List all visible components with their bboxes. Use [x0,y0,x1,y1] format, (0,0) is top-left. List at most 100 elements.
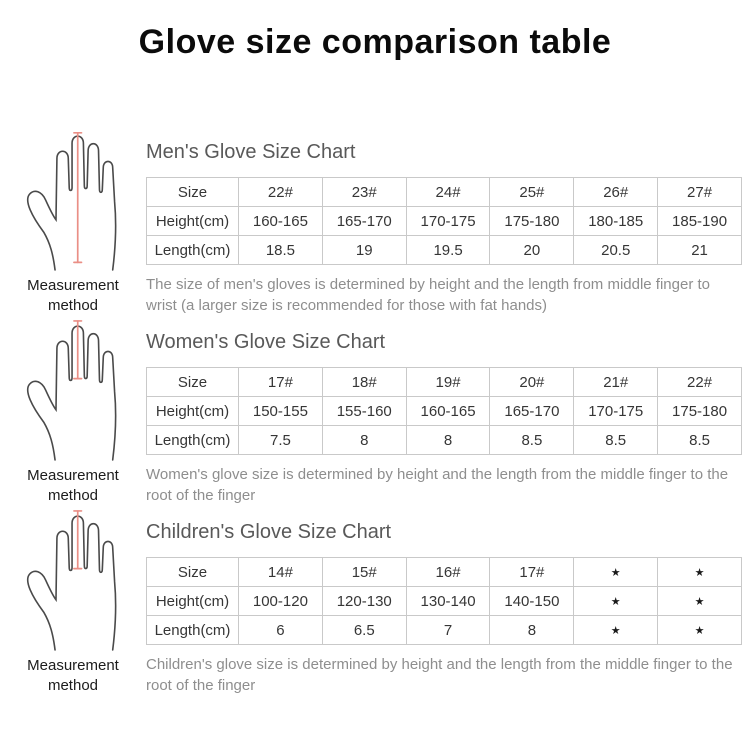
table-cell: 175-180 [657,396,742,426]
childrens-measurement-panel: Measurement method [0,506,146,696]
table-cell: 8 [321,425,407,455]
star-cell: ★ [573,615,659,645]
table-cell: 19.5 [405,235,491,265]
mens-measurement-panel: Measurement method [0,126,146,316]
table-cell: 7 [405,615,491,645]
mens-chart-description: The size of men's gloves is determined b… [146,276,711,314]
table-cell: 24# [405,177,491,207]
section-womens: Measurement method Women's Glove Size Ch… [0,316,750,506]
table-cell: 21# [573,367,659,397]
table-cell: Size [146,367,239,397]
table-cell: Height(cm) [146,586,239,616]
table-cell: Length(cm) [146,235,239,265]
table-cell: 6.5 [321,615,407,645]
table-cell: 120-130 [321,586,407,616]
womens-chart-title: Women's Glove Size Chart [146,331,386,353]
table-row: Length(cm) 6 6.5 7 8 ★ ★ [146,615,742,645]
childrens-chart-title: Children's Glove Size Chart [146,521,392,543]
table-cell: Height(cm) [146,206,239,236]
table-cell: 140-150 [489,586,575,616]
table-cell: 22# [657,367,742,397]
table-cell: 14# [238,557,323,587]
table-cell: 18# [321,367,407,397]
table-cell: 23# [321,177,407,207]
childrens-chart-description: Children's glove size is determined by h… [146,656,733,694]
table-cell: Size [146,177,239,207]
table-cell: 26# [573,177,659,207]
chart-sections: Measurement method Men's Glove Size Char… [0,126,750,696]
table-cell: 8.5 [573,425,659,455]
measurement-method-label: Measurement method [27,466,119,506]
star-cell: ★ [573,557,659,587]
table-cell: 19# [405,367,491,397]
table-cell: 170-175 [405,206,491,236]
table-row: Length(cm) 7.5 8 8 8.5 8.5 8.5 [146,425,742,455]
measurement-label-line2: method [47,487,99,504]
page-title: Glove size comparison table [138,23,612,61]
star-cell: ★ [573,586,659,616]
table-cell: 15# [321,557,407,587]
table-cell: 17# [489,557,575,587]
measurement-method-label: Measurement method [27,276,119,316]
table-cell: 17# [238,367,323,397]
table-cell: 160-165 [238,206,323,236]
table-cell: 19 [321,235,407,265]
section-childrens: Measurement method Children's Glove Size… [0,506,750,696]
table-cell: Height(cm) [146,396,239,426]
table-header-row: Size 17# 18# 19# 20# 21# 22# [146,367,742,397]
table-cell: Size [146,557,239,587]
table-cell: Length(cm) [146,425,239,455]
table-cell: 18.5 [238,235,323,265]
star-cell: ★ [657,586,742,616]
measurement-label-line1: Measurement [27,277,119,294]
table-row: Height(cm) 100-120 120-130 130-140 140-1… [146,586,742,616]
hand-finger-measure-icon [21,506,125,652]
table-cell: 155-160 [321,396,407,426]
star-cell: ★ [657,615,742,645]
star-cell: ★ [657,557,742,587]
table-header-row: Size 14# 15# 16# 17# ★ ★ [146,557,742,587]
table-cell: 27# [657,177,742,207]
childrens-chart-panel: Children's Glove Size Chart Size 14# 15#… [146,506,750,696]
womens-chart-panel: Women's Glove Size Chart Size 17# 18# 19… [146,316,750,506]
table-cell: 185-190 [657,206,742,236]
table-cell: 20.5 [573,235,659,265]
table-cell: 130-140 [405,586,491,616]
section-mens: Measurement method Men's Glove Size Char… [0,126,750,316]
measurement-label-line1: Measurement [27,657,119,674]
mens-chart-panel: Men's Glove Size Chart Size 22# 23# 24# … [146,126,750,316]
childrens-size-table: Size 14# 15# 16# 17# ★ ★ Height(cm) 100-… [146,557,742,645]
table-cell: 160-165 [405,396,491,426]
table-row: Length(cm) 18.5 19 19.5 20 20.5 21 [146,235,742,265]
table-cell: 100-120 [238,586,323,616]
measurement-label-line1: Measurement [27,467,119,484]
womens-chart-description: Women's glove size is determined by heig… [146,466,729,504]
table-cell: 165-170 [321,206,407,236]
womens-size-table: Size 17# 18# 19# 20# 21# 22# Height(cm) … [146,367,742,455]
table-cell: 22# [238,177,323,207]
table-row: Height(cm) 150-155 155-160 160-165 165-1… [146,396,742,426]
table-cell: 20# [489,367,575,397]
table-cell: Length(cm) [146,615,239,645]
table-cell: 180-185 [573,206,659,236]
hand-wrist-measure-icon [21,126,125,272]
table-cell: 20 [489,235,575,265]
womens-measurement-panel: Measurement method [0,316,146,506]
table-cell: 8 [489,615,575,645]
table-row: Height(cm) 160-165 165-170 170-175 175-1… [146,206,742,236]
table-cell: 8.5 [489,425,575,455]
table-cell: 6 [238,615,323,645]
table-cell: 175-180 [489,206,575,236]
table-cell: 8.5 [657,425,742,455]
table-cell: 21 [657,235,742,265]
table-cell: 16# [405,557,491,587]
table-cell: 7.5 [238,425,323,455]
table-cell: 165-170 [489,396,575,426]
table-cell: 8 [405,425,491,455]
mens-chart-title: Men's Glove Size Chart [146,141,356,163]
measurement-label-line2: method [47,677,99,694]
mens-size-table: Size 22# 23# 24# 25# 26# 27# Height(cm) … [146,177,742,265]
measurement-method-label: Measurement method [27,656,119,696]
glove-size-infographic: Glove size comparison table Measure [0,22,750,750]
measurement-label-line2: method [47,297,99,314]
